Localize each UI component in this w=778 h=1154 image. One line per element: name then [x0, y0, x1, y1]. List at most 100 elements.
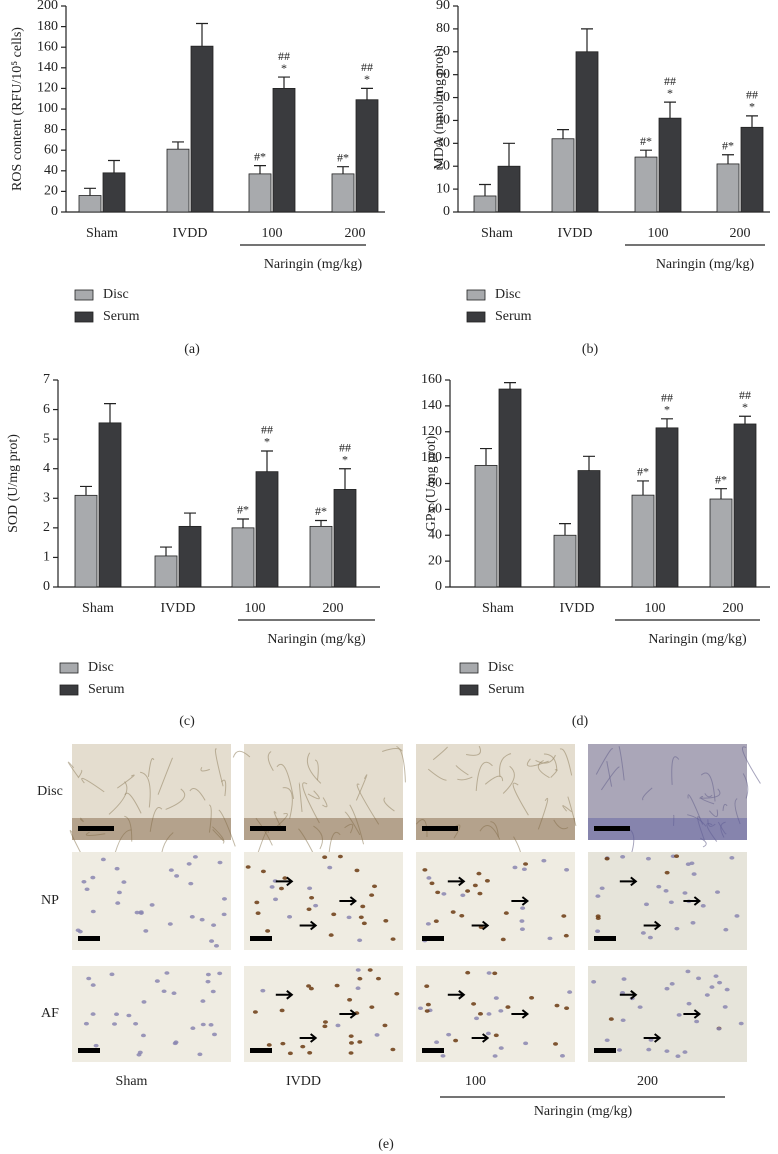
cell — [682, 1050, 688, 1054]
cell — [453, 1038, 459, 1043]
cell — [134, 910, 140, 915]
arrow — [619, 990, 638, 1000]
tissue-fiber — [700, 837, 707, 848]
cell — [358, 915, 364, 920]
cell — [460, 893, 466, 898]
cell — [90, 1012, 96, 1016]
cell — [260, 988, 266, 993]
cell — [691, 872, 697, 876]
tissue-fiber — [499, 753, 512, 777]
error-bar — [160, 546, 172, 556]
arrow — [339, 1009, 358, 1019]
cell — [357, 938, 363, 943]
y-tick-label: 20 — [436, 158, 450, 173]
significance-mark: * — [664, 403, 670, 417]
x-tick-label: 200 — [345, 226, 366, 241]
y-tick-label: 3 — [43, 491, 50, 506]
cell — [717, 980, 723, 985]
cell — [273, 897, 279, 902]
cell — [564, 1006, 570, 1010]
error-bar — [479, 183, 491, 196]
y-tick-label: 120 — [421, 424, 442, 439]
cell — [100, 857, 106, 862]
scale-bar — [78, 826, 114, 831]
legend-label: Disc — [495, 287, 521, 302]
significance-mark: #* — [315, 504, 327, 518]
cell — [278, 886, 284, 891]
cell — [541, 858, 547, 863]
cell — [382, 1023, 388, 1028]
cell — [492, 971, 498, 976]
cell — [689, 861, 695, 866]
cell — [164, 971, 170, 975]
error-bar — [581, 28, 593, 52]
significance-mark: ## — [278, 49, 290, 63]
micrograph — [244, 852, 403, 950]
cell — [604, 856, 610, 861]
error-bar — [315, 519, 327, 527]
cell — [694, 1019, 700, 1024]
micrograph — [244, 744, 403, 840]
tissue-fiber — [255, 817, 273, 846]
cell — [168, 868, 174, 872]
error-bar — [237, 518, 249, 528]
cell — [322, 855, 328, 859]
x-tick-label: 100 — [245, 601, 266, 616]
cell — [647, 935, 653, 940]
tissue-fiber — [722, 803, 728, 811]
error-bar — [661, 418, 673, 428]
cell — [121, 880, 127, 884]
tissue-fiber — [700, 795, 715, 805]
tissue-fiber — [212, 829, 224, 842]
tissue-fiber — [256, 829, 269, 858]
cell — [205, 979, 211, 984]
significance-mark: ## — [261, 423, 273, 437]
tissue-fiber — [490, 821, 499, 838]
x-tick-label: 100 — [262, 226, 283, 241]
tissue-fiber — [306, 752, 322, 784]
cell — [360, 904, 366, 909]
tissue-fiber — [349, 804, 365, 845]
cell — [383, 918, 389, 923]
y-tick-label: 180 — [37, 19, 58, 34]
y-tick-label: 20 — [44, 184, 58, 199]
legend-label: Disc — [103, 287, 129, 302]
tissue-fiber — [313, 825, 323, 850]
cell — [208, 1023, 214, 1027]
significance-mark: #* — [254, 149, 266, 163]
error-bar — [339, 468, 351, 490]
tissue-fiber — [108, 781, 128, 815]
cell — [266, 1043, 272, 1047]
cell — [369, 893, 375, 897]
cell — [322, 1024, 328, 1029]
x-tick-label: Sham — [86, 226, 118, 241]
error-bar — [640, 149, 652, 158]
cell — [704, 993, 710, 997]
bar — [733, 423, 757, 588]
cell — [260, 869, 266, 874]
cell — [213, 944, 219, 948]
tissue-fiber — [208, 804, 212, 833]
cell — [390, 937, 396, 941]
error-bar — [664, 101, 676, 119]
scale-bar — [594, 936, 616, 941]
cell — [472, 883, 478, 888]
panel-label: (b) — [582, 342, 599, 357]
arrow — [275, 990, 294, 1000]
cell — [433, 919, 439, 923]
cell — [133, 1021, 139, 1026]
cell — [441, 892, 447, 896]
error-bar — [254, 165, 266, 174]
cell — [422, 868, 428, 872]
cell — [90, 983, 96, 987]
tissue-band — [588, 818, 747, 840]
cell — [357, 1040, 363, 1044]
cell — [217, 971, 223, 976]
cell — [174, 874, 180, 878]
cell — [211, 1032, 217, 1037]
micrograph — [588, 966, 747, 1062]
y-tick-label: 40 — [44, 163, 58, 178]
bar — [102, 172, 126, 213]
tissue-fiber — [512, 782, 529, 816]
cell — [116, 890, 122, 895]
